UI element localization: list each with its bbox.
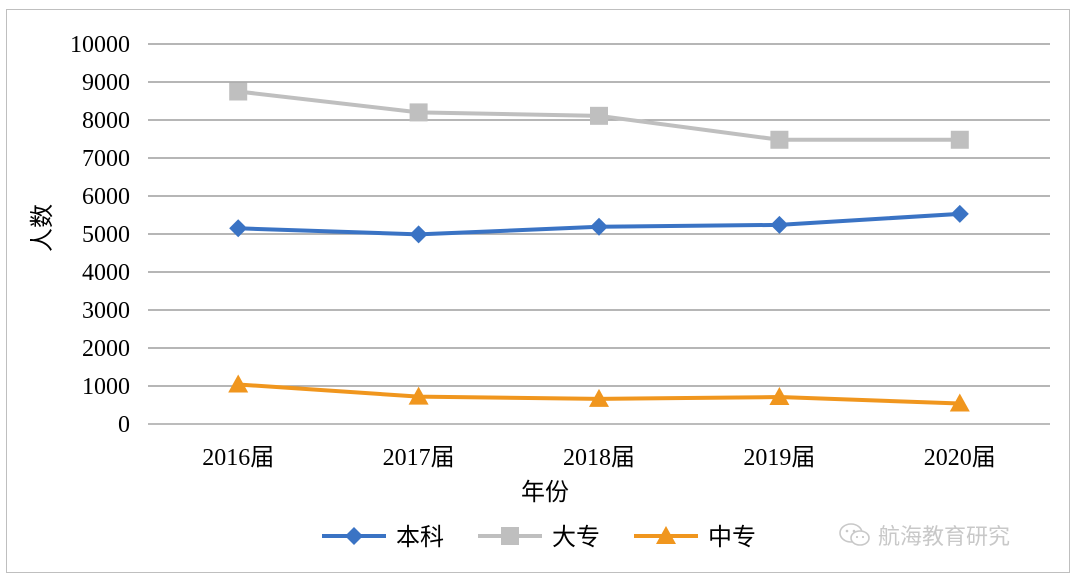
x-tick-label: 2019届 [743,445,815,471]
y-tick-label: 3000 [82,298,130,324]
data-point [769,387,790,406]
legend-item: 本科 [322,523,444,551]
data-point [345,527,363,545]
data-point [408,386,429,405]
series-layer [228,82,970,412]
y-tick-label: 7000 [82,146,130,172]
legend-label: 大专 [552,523,600,551]
data-point [770,130,789,149]
data-point [656,526,676,544]
legend-item: 中专 [634,523,756,551]
legend-label: 本科 [396,523,444,551]
watermark: 航海教育研究 [838,520,1010,550]
y-tick-label: 10000 [70,32,130,58]
y-tick-label: 5000 [82,222,130,248]
data-point [229,82,248,101]
legend-item: 大专 [478,523,600,551]
wechat-icon [839,523,870,546]
series-大专 [229,82,969,149]
y-tick-label: 1000 [82,374,130,400]
series-中专 [228,374,970,412]
y-tick-label: 8000 [82,108,130,134]
x-axis-title: 年份 [521,478,569,506]
data-point [770,215,789,234]
x-tick-label: 2018届 [563,445,635,471]
legend: 本科 大专 中专 [322,523,756,551]
y-axis-title: 人数 [28,204,56,252]
y-tick-label: 2000 [82,336,130,362]
data-point [229,219,248,238]
data-point [950,130,969,149]
series-本科 [229,204,969,244]
data-point [409,103,428,122]
x-tick-label: 2020届 [924,445,996,471]
data-point [409,225,428,244]
x-tick-label: 2016届 [202,445,274,471]
data-point [589,388,609,407]
y-tick-label: 4000 [82,260,130,286]
data-point [590,217,608,236]
data-point [501,527,519,545]
y-tick-label: 9000 [82,70,130,96]
watermark-text: 航海教育研究 [878,525,1011,550]
y-tick-label: 0 [118,412,130,438]
legend-label: 中专 [708,523,756,551]
x-tick-label: 2017届 [383,445,455,471]
y-tick-label: 6000 [82,184,130,210]
data-point [949,393,970,412]
data-point [590,106,608,125]
data-point [950,204,969,223]
data-point [228,374,249,393]
x-axis-ticks: 2016届 2017届 2018届 2019届 2020届 [202,445,996,471]
y-axis-ticks: 0 1000 2000 3000 4000 5000 6000 7000 8000 9000 100… [70,32,130,438]
chart-frame [6,9,1070,573]
